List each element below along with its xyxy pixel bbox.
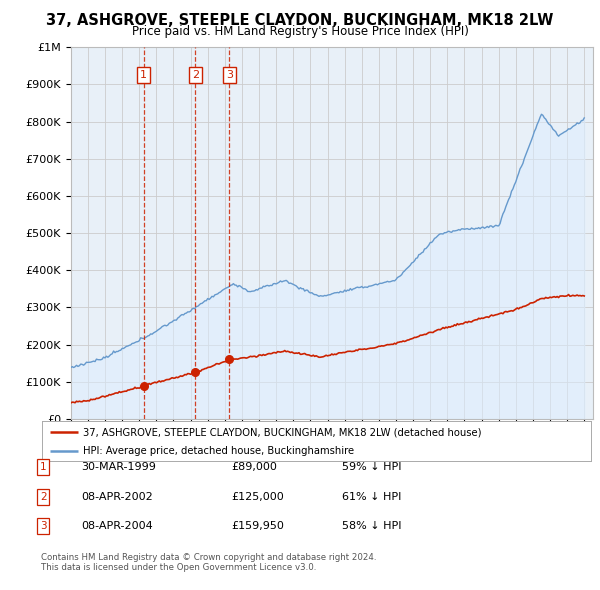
Text: £159,950: £159,950 xyxy=(231,522,284,531)
Text: HPI: Average price, detached house, Buckinghamshire: HPI: Average price, detached house, Buck… xyxy=(83,445,354,455)
Text: 59% ↓ HPI: 59% ↓ HPI xyxy=(342,463,401,472)
Text: 08-APR-2002: 08-APR-2002 xyxy=(81,492,153,502)
Text: 37, ASHGROVE, STEEPLE CLAYDON, BUCKINGHAM, MK18 2LW: 37, ASHGROVE, STEEPLE CLAYDON, BUCKINGHA… xyxy=(46,13,554,28)
Text: 2: 2 xyxy=(191,70,199,80)
Text: 58% ↓ HPI: 58% ↓ HPI xyxy=(342,522,401,531)
Text: 08-APR-2004: 08-APR-2004 xyxy=(81,522,153,531)
Text: £89,000: £89,000 xyxy=(231,463,277,472)
Text: This data is licensed under the Open Government Licence v3.0.: This data is licensed under the Open Gov… xyxy=(41,563,316,572)
Text: 30-MAR-1999: 30-MAR-1999 xyxy=(81,463,156,472)
Text: 37, ASHGROVE, STEEPLE CLAYDON, BUCKINGHAM, MK18 2LW (detached house): 37, ASHGROVE, STEEPLE CLAYDON, BUCKINGHA… xyxy=(83,427,482,437)
Text: 1: 1 xyxy=(40,463,47,472)
Text: 61% ↓ HPI: 61% ↓ HPI xyxy=(342,492,401,502)
Text: 1: 1 xyxy=(140,70,147,80)
Text: 3: 3 xyxy=(40,522,47,531)
Text: Price paid vs. HM Land Registry's House Price Index (HPI): Price paid vs. HM Land Registry's House … xyxy=(131,25,469,38)
Text: 3: 3 xyxy=(226,70,233,80)
Text: 2: 2 xyxy=(40,492,47,502)
Text: Contains HM Land Registry data © Crown copyright and database right 2024.: Contains HM Land Registry data © Crown c… xyxy=(41,553,376,562)
Text: £125,000: £125,000 xyxy=(231,492,284,502)
